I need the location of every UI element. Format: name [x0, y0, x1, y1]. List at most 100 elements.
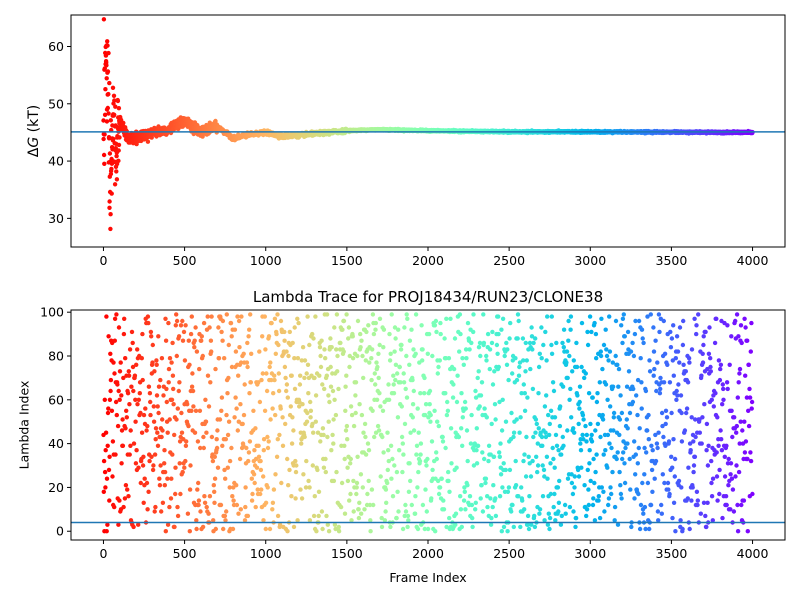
lambda-data-point	[317, 345, 323, 350]
lambda-data-point	[307, 518, 313, 523]
lambda-data-point	[107, 397, 113, 402]
delta-g-data-point	[101, 17, 107, 22]
lambda-data-point	[201, 434, 206, 440]
lambda-data-point	[326, 393, 331, 398]
lambda-data-point	[305, 314, 310, 319]
lambda-data-point	[209, 434, 215, 440]
lambda-data-point	[182, 358, 188, 363]
lambda-data-point	[273, 472, 278, 477]
lambda-data-point	[226, 375, 231, 381]
lambda-data-point	[302, 375, 307, 381]
lambda-data-point	[348, 404, 354, 409]
lambda-data-point	[283, 421, 288, 427]
lambda-data-point	[216, 356, 222, 361]
lambda-data-point	[208, 380, 213, 385]
lambda-data-point	[174, 417, 179, 422]
lambda-data-point	[242, 382, 247, 387]
lambda-data-point	[358, 331, 363, 337]
lambda-data-point	[325, 522, 330, 527]
lambda-data-point	[364, 329, 369, 335]
lambda-data-point	[345, 465, 350, 470]
lambda-data-point	[400, 469, 405, 475]
delta-g-data-point	[105, 69, 111, 74]
lambda-data-point	[377, 316, 383, 321]
lambda-data-point	[179, 430, 185, 435]
lambda-data-point	[109, 408, 115, 413]
lambda-data-point	[349, 518, 354, 523]
delta-g-data-point	[106, 91, 111, 97]
lambda-data-point	[388, 524, 393, 530]
lambda-data-point	[299, 496, 305, 501]
lambda-data-point	[407, 338, 413, 343]
lambda-data-point	[147, 458, 152, 464]
lambda-data-point	[123, 426, 128, 431]
lambda-data-point	[174, 312, 179, 317]
lambda-data-point	[405, 316, 410, 321]
lambda-data-point	[293, 496, 298, 501]
lambda-data-point	[236, 373, 241, 378]
lambda-data-point	[323, 456, 328, 462]
delta-g-data-point	[145, 139, 151, 144]
lambda-data-point	[133, 397, 138, 402]
lambda-data-point	[334, 469, 339, 475]
delta-g-data-point	[117, 135, 122, 140]
lambda-data-point	[318, 353, 323, 359]
lambda-data-point	[238, 360, 244, 365]
lambda-data-point	[358, 345, 363, 350]
delta-g-data-point	[102, 112, 108, 118]
lambda-data-point	[351, 509, 356, 514]
lambda-data-point	[170, 452, 175, 457]
lambda-data-point	[306, 478, 311, 484]
delta-g-data-point	[104, 119, 110, 124]
lambda-data-point	[399, 404, 404, 409]
lambda-data-point	[260, 334, 265, 339]
lambda-data-point	[245, 340, 250, 346]
lambda-data-point	[301, 472, 306, 477]
lambda-data-point	[381, 345, 386, 350]
lambda-data-point	[162, 448, 167, 453]
lambda-data-point	[263, 347, 268, 352]
lambda-data-point	[160, 428, 165, 433]
lambda-data-point	[341, 318, 347, 324]
lambda-data-point	[175, 513, 181, 519]
delta-g-data-point	[107, 205, 112, 210]
lambda-data-point	[237, 345, 242, 350]
lambda-data-point	[201, 320, 207, 326]
lambda-data-point	[320, 426, 326, 431]
lambda-data-point	[207, 325, 212, 330]
lambda-data-point	[221, 526, 226, 532]
lambda-data-point	[369, 377, 374, 383]
lambda-data-point	[219, 329, 224, 335]
lambda-data-point	[344, 312, 349, 317]
lambda-data-point	[313, 393, 319, 398]
lambda-data-point	[230, 526, 236, 532]
lambda-data-point	[117, 498, 122, 503]
lambda-data-point	[155, 430, 160, 435]
lambda-data-point	[214, 437, 219, 442]
lambda-data-point	[215, 428, 220, 433]
lambda-data-point	[232, 415, 237, 420]
lambda-data-point	[381, 450, 386, 455]
lambda-data-point	[212, 454, 217, 459]
lambda-data-point	[304, 371, 309, 376]
lambda-data-point	[289, 494, 294, 499]
lambda-data-point	[195, 439, 201, 444]
lambda-data-point	[224, 312, 229, 317]
lambda-data-point	[277, 432, 282, 438]
lambda-data-point	[103, 448, 108, 453]
lambda-data-point	[220, 443, 225, 448]
lambda-data-point	[185, 511, 191, 516]
delta-g-data-point	[109, 166, 114, 172]
lambda-data-point	[172, 432, 177, 438]
lambda-data-point	[276, 388, 282, 394]
lambda-data-point	[209, 314, 214, 319]
lambda-data-point	[122, 496, 128, 501]
lambda-data-point	[306, 391, 311, 396]
lambda-data-point	[355, 353, 360, 359]
lambda-data-point	[165, 430, 170, 435]
lambda-data-point	[298, 373, 303, 378]
lambda-data-point	[292, 325, 297, 330]
lambda-data-point	[199, 334, 204, 339]
lambda-data-point	[212, 500, 217, 505]
lambda-data-point	[105, 522, 110, 527]
